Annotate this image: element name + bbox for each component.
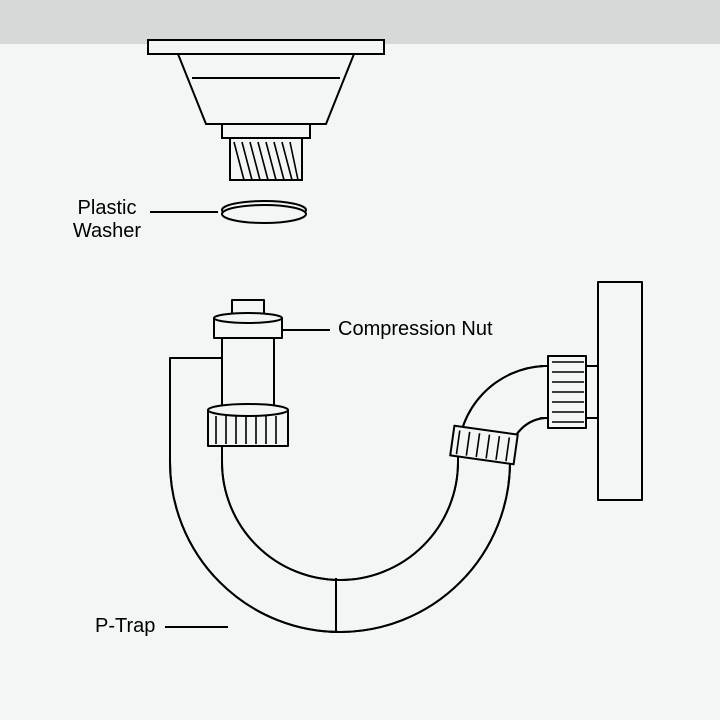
label-plastic-washer: PlasticWasher [62,197,152,243]
wall-slip-nut [548,356,586,428]
plastic-washer [222,201,306,223]
label-p-trap: P-Trap [95,615,155,638]
label-compression-nut: Compression Nut [338,318,493,341]
countertop-band [0,0,720,44]
tailpiece [214,300,282,410]
plumbing-line-drawing [0,0,720,720]
wall-escutcheon [598,282,642,500]
diagram-canvas: PlasticWasher Compression Nut P-Trap [0,0,720,720]
lower-slip-nut [208,404,288,446]
